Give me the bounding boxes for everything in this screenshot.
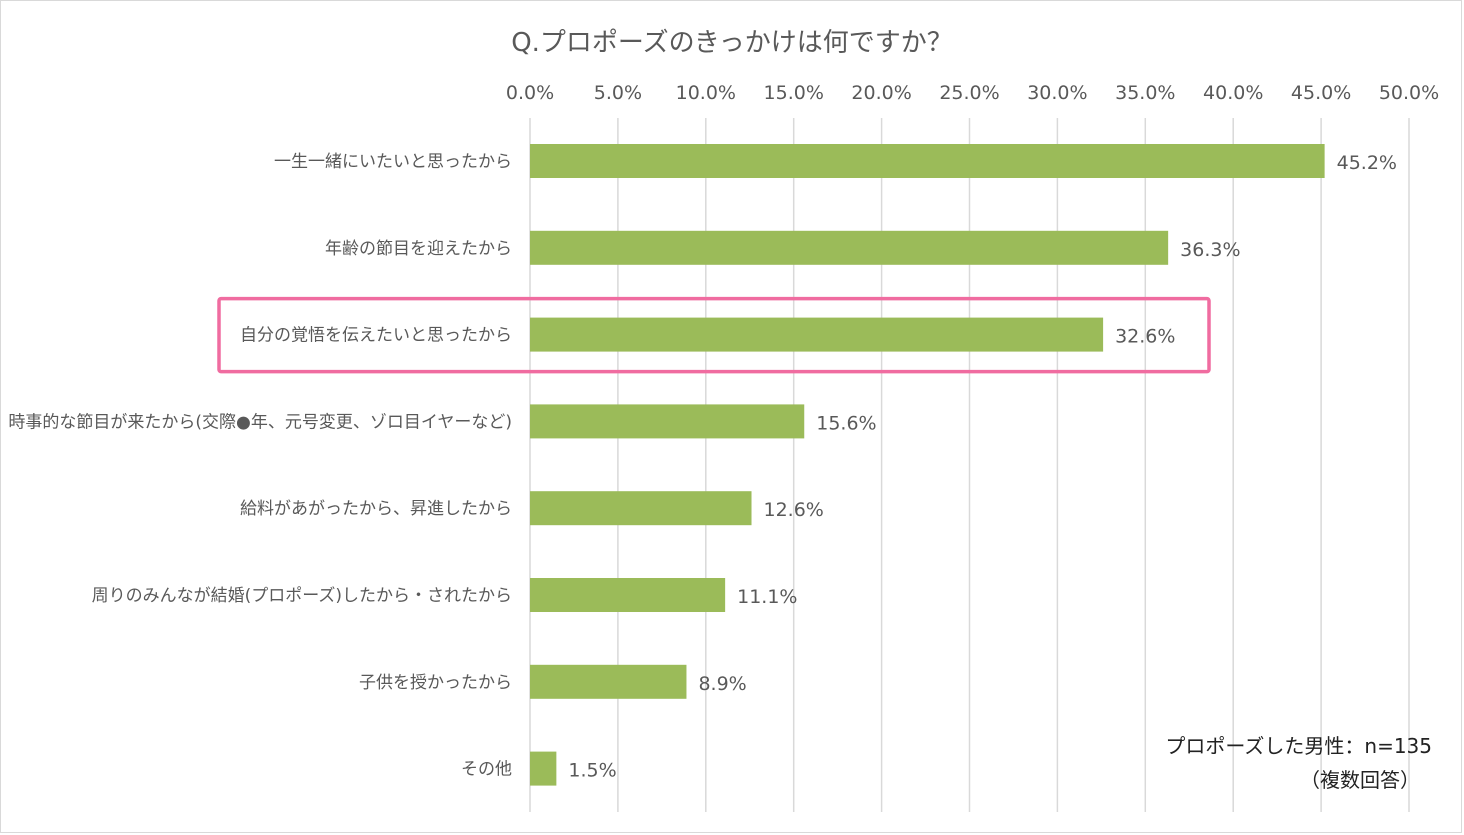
- category-label: その他: [461, 760, 512, 780]
- x-tick-label: 45.0%: [1291, 82, 1351, 104]
- data-label: 36.3%: [1180, 239, 1240, 261]
- x-tick-label: 40.0%: [1203, 82, 1263, 104]
- category-label: 給料があがったから、昇進したから: [240, 499, 512, 519]
- x-tick-label: 35.0%: [1115, 82, 1175, 104]
- category-label: 一生一緒にいたいと思ったから: [274, 152, 512, 172]
- sample-note: プロポーズした男性：n=135: [1165, 734, 1432, 758]
- data-label: 15.6%: [816, 412, 876, 434]
- x-tick-label: 15.0%: [764, 82, 824, 104]
- data-label: 32.6%: [1115, 326, 1175, 348]
- data-label: 12.6%: [764, 499, 824, 521]
- x-tick-label: 5.0%: [594, 82, 642, 104]
- highlight-box: [217, 296, 1211, 374]
- x-tick-label: 0.0%: [506, 82, 554, 104]
- category-label: 周りのみんなが結婚(プロポーズ)したから・されたから: [92, 586, 512, 606]
- bar: [530, 751, 557, 786]
- x-tick-label: 25.0%: [939, 82, 999, 104]
- category-label: 時事的な節目が来たから(交際●年、元号変更、ゾロ目イヤーなど): [8, 412, 512, 432]
- x-tick-label: 30.0%: [1027, 82, 1087, 104]
- bar: [530, 491, 752, 526]
- bar: [530, 578, 726, 612]
- bar: [530, 230, 1169, 265]
- data-label: 11.1%: [737, 586, 797, 608]
- category-label: 年齢の節目を迎えたから: [325, 239, 512, 259]
- bar: [530, 317, 1104, 352]
- category-label: 子供を授かったから: [359, 673, 512, 693]
- x-tick-label: 50.0%: [1379, 82, 1439, 104]
- bar: [530, 404, 805, 439]
- bar: [530, 664, 687, 699]
- x-tick-label: 20.0%: [851, 82, 911, 104]
- chart-title: Q.プロポーズのきっかけは何ですか？: [511, 28, 953, 58]
- bar: [530, 144, 1325, 178]
- x-tick-label: 10.0%: [676, 82, 736, 104]
- answer-type-note: （複数回答）: [1300, 768, 1420, 792]
- data-label: 1.5%: [568, 760, 616, 782]
- data-label: 45.2%: [1337, 152, 1397, 174]
- category-label: 自分の覚悟を伝えたいと思ったから: [240, 326, 512, 346]
- data-label: 8.9%: [698, 673, 746, 695]
